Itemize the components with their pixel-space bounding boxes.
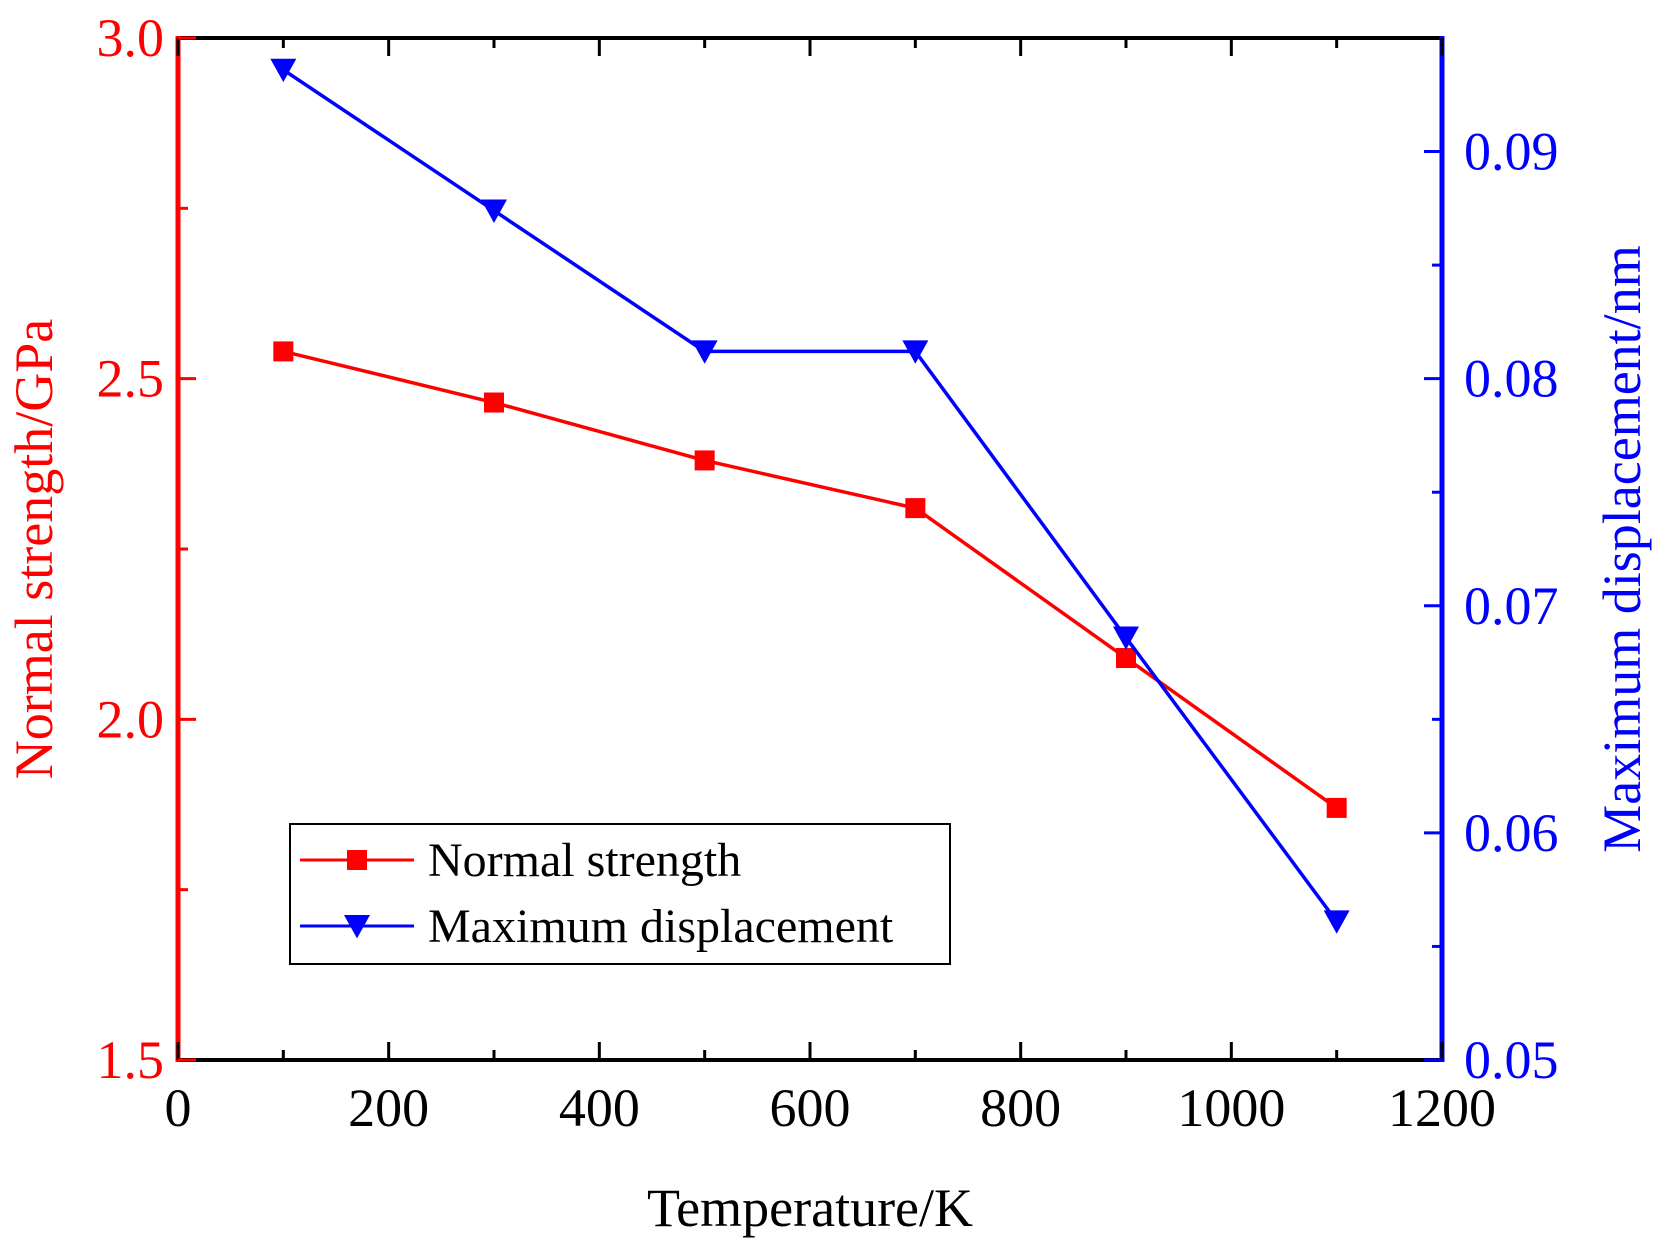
data-point-normal-strength (1116, 648, 1136, 669)
data-point-maximum-displacement (481, 199, 507, 223)
x-tick-label: 0 (165, 1078, 192, 1138)
left-y-tick-label: 2.5 (97, 349, 165, 409)
series-line-normal-strength (282, 349, 1338, 810)
right-y-tick-label: 0.05 (1464, 1030, 1559, 1090)
x-axis-title: Temperature/K (647, 1178, 973, 1238)
axes-layer: 0 200 400 600 800 1000 1200 1.5 2.0 2.5 3.0 0.05 0.0… (97, 8, 1559, 1138)
data-point-maximum-displacement (270, 58, 297, 83)
x-tick-label: 1000 (1177, 1078, 1285, 1138)
data-point-normal-strength (905, 498, 926, 519)
legend-marker-square (347, 850, 367, 870)
left-y-tick-label: 3.0 (97, 8, 165, 68)
x-tick-label: 400 (559, 1078, 640, 1138)
x-tick-label: 200 (348, 1078, 429, 1138)
data-point-normal-strength (1326, 797, 1347, 818)
data-point-maximum-displacement (902, 340, 929, 364)
x-tick-label: 600 (770, 1078, 851, 1138)
data-point-maximum-displacement (1113, 626, 1139, 650)
series-layer (270, 58, 1350, 934)
right-y-tick-label: 0.07 (1464, 576, 1559, 636)
right-y-tick-label: 0.06 (1464, 803, 1559, 863)
x-tick-label: 1200 (1388, 1078, 1496, 1138)
data-point-normal-strength (694, 450, 715, 471)
left-y-axis-title: Normal strength/GPa (4, 319, 64, 779)
x-tick-label: 800 (980, 1078, 1061, 1138)
data-point-maximum-displacement (1323, 910, 1350, 934)
data-point-normal-strength (484, 392, 504, 413)
legend-box (289, 823, 951, 965)
legend-label-normal-strength: Normal strength (428, 834, 741, 887)
legend: Normal strength Maximum displacement (289, 823, 951, 965)
left-y-tick-label: 2.0 (97, 689, 165, 749)
legend-label-maximum-displacement: Maximum displacement (428, 900, 894, 953)
legend-marker-triangle-down (344, 914, 370, 939)
right-y-tick-label: 0.08 (1464, 349, 1559, 409)
data-point-maximum-displacement (691, 340, 718, 364)
data-point-normal-strength (273, 341, 294, 362)
right-y-tick-label: 0.09 (1464, 122, 1559, 182)
right-y-axis-title: Maximum displacement/nm (1592, 245, 1652, 852)
series-line-maximum-displacement (282, 68, 1339, 923)
left-y-tick-label: 1.5 (97, 1030, 165, 1090)
